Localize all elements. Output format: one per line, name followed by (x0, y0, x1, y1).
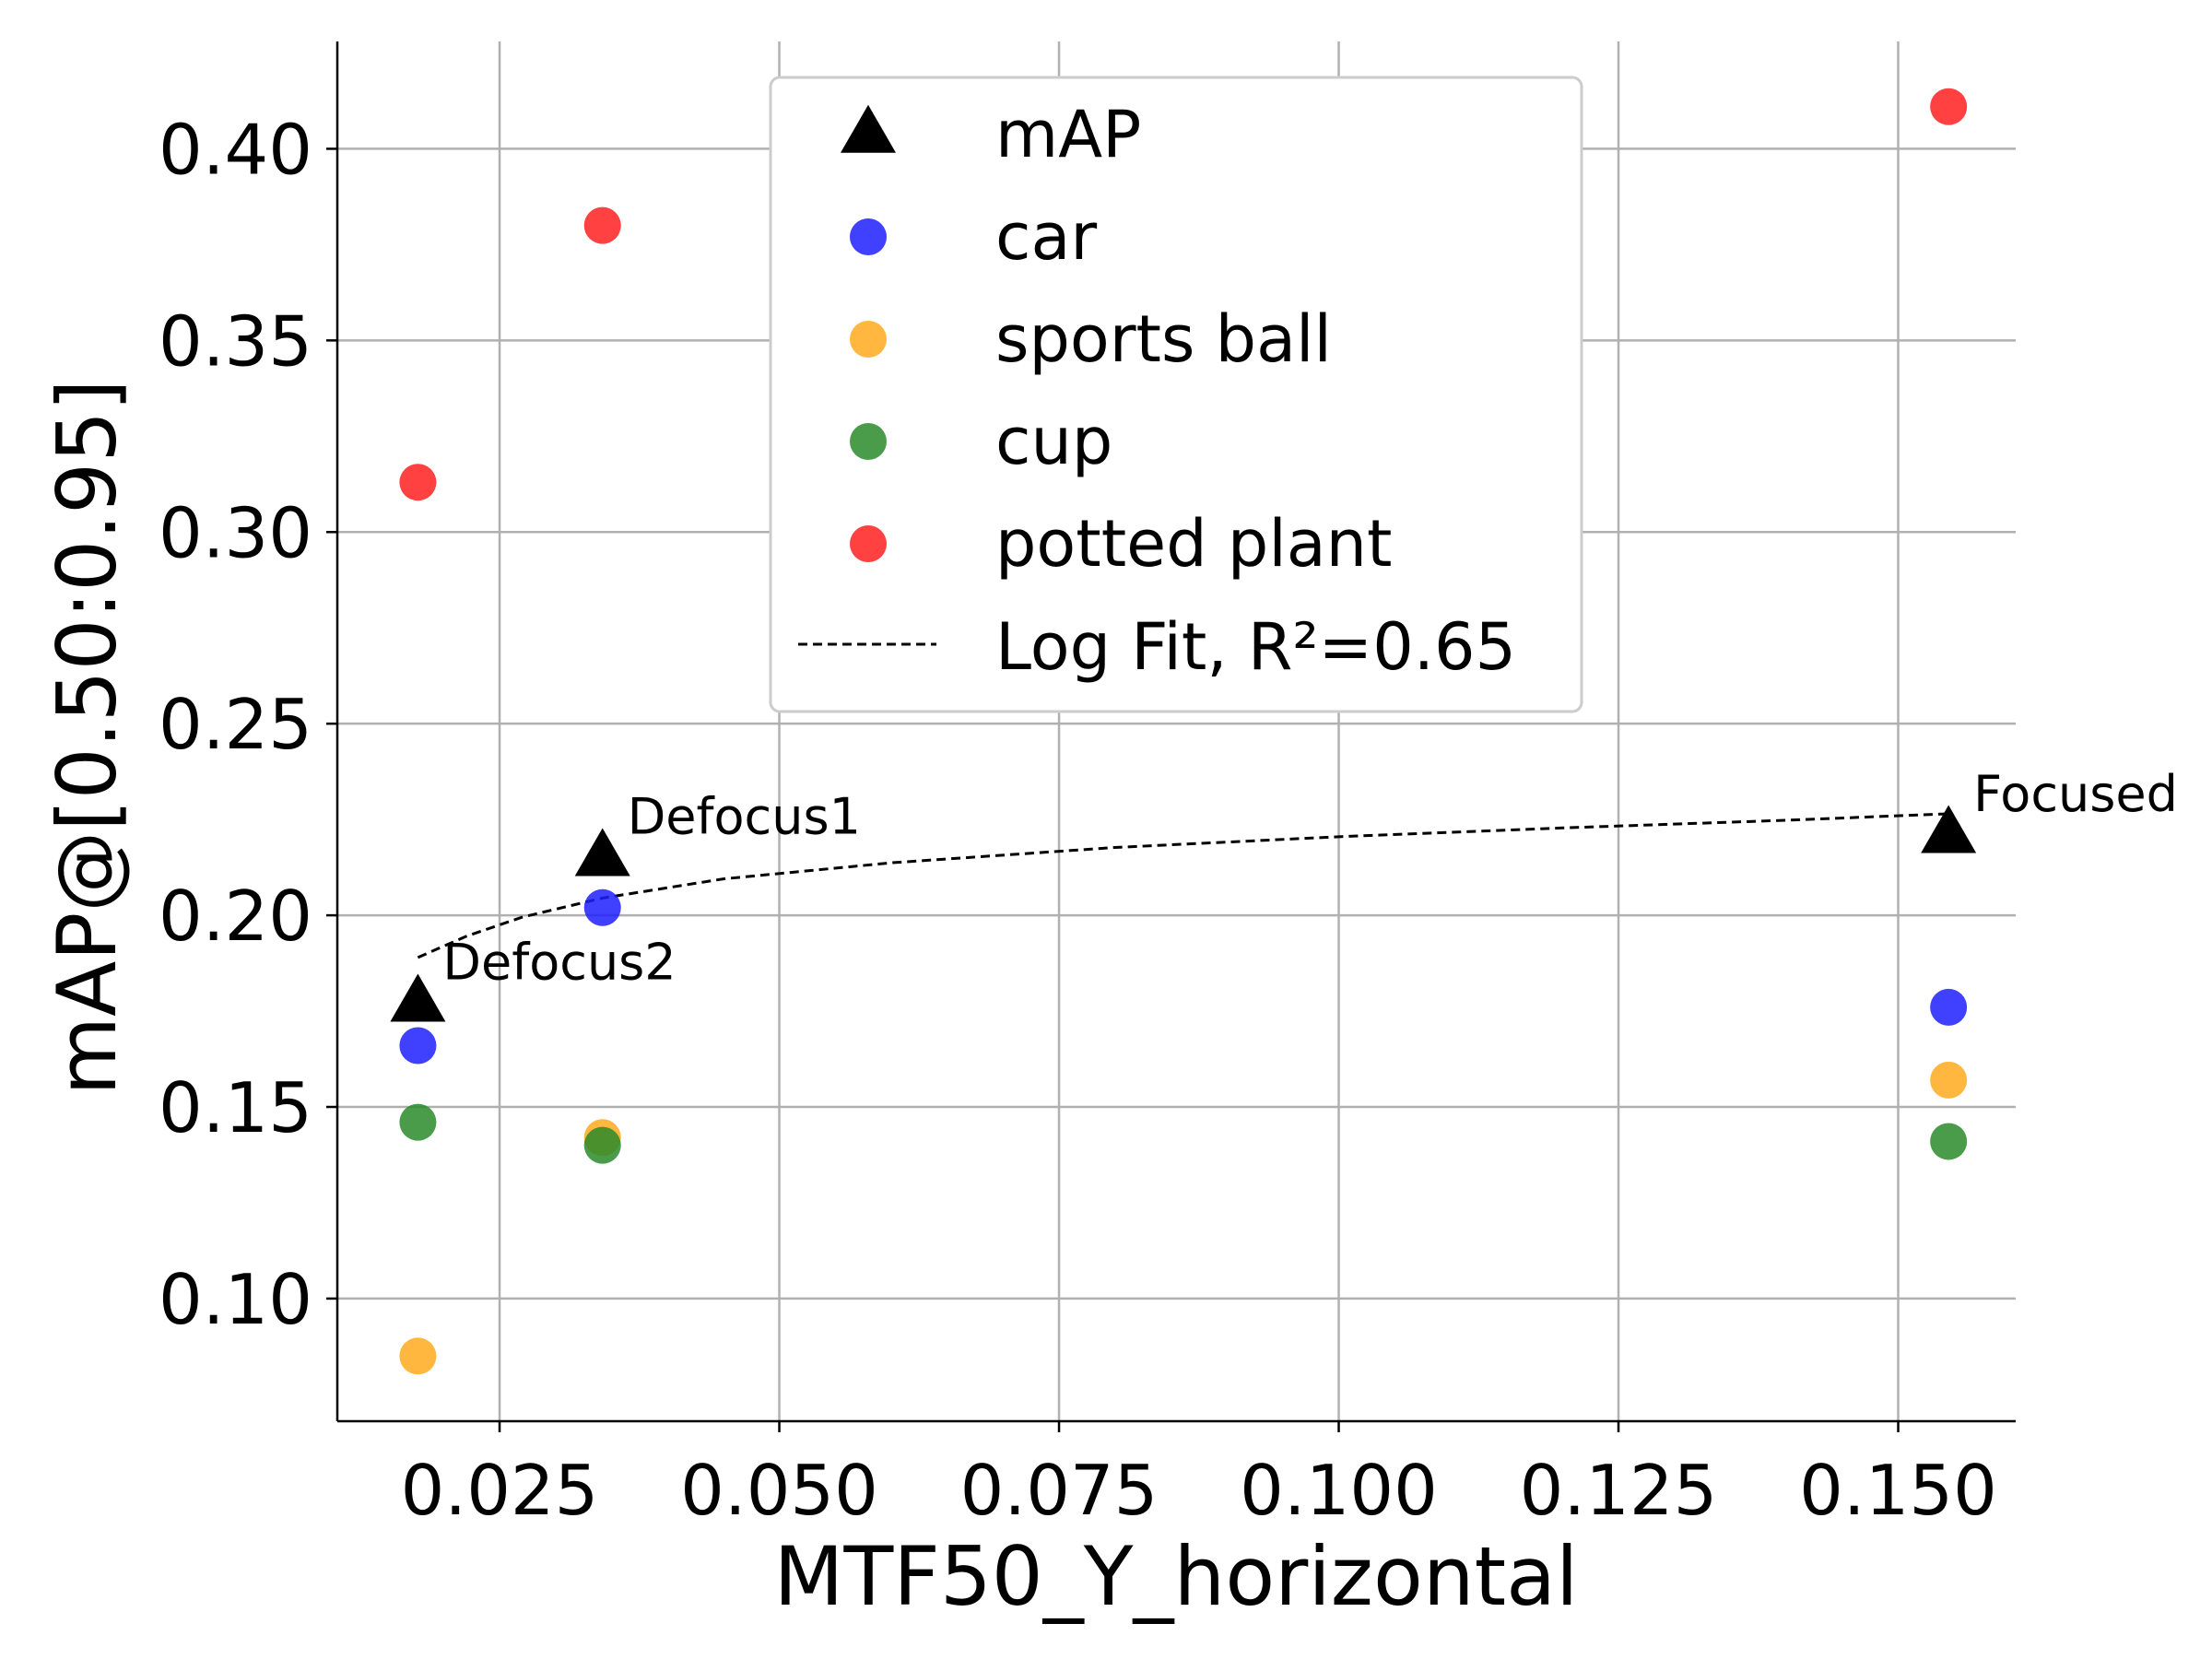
annotation-focused: Focused (1973, 765, 2178, 823)
fit-line-layer (417, 812, 1949, 959)
legend-marker-sports-ball (850, 321, 887, 358)
annotations: Defocus2 Defocus1 Focused (442, 765, 2177, 992)
y-tick-label: 0.15 (159, 1067, 312, 1148)
point-cup (583, 1126, 621, 1164)
y-tick-label: 0.20 (159, 876, 312, 957)
log-fit-line (417, 812, 1949, 959)
y-tick-label: 0.30 (159, 492, 312, 573)
point-car (583, 888, 621, 926)
point-potted-plant (399, 464, 437, 501)
legend-label-car: car (995, 199, 1097, 275)
y-tick-label: 0.25 (159, 684, 312, 765)
point-car (1930, 988, 1968, 1026)
annotation-defocus1: Defocus1 (628, 788, 861, 846)
x-tick-label: 0.025 (401, 1450, 599, 1531)
legend-marker-potted-plant (850, 525, 887, 562)
point-potted-plant (1930, 88, 1968, 125)
legend: mAP car sports ball cup potted plant Log Fit,… (769, 76, 1583, 713)
x-tick-label: 0.050 (680, 1450, 878, 1531)
point-cup (1930, 1123, 1968, 1160)
y-tick-label: 0.10 (159, 1259, 312, 1340)
legend-label-cup: cup (995, 404, 1112, 479)
legend-frame (769, 76, 1583, 713)
annotation-defocus2: Defocus2 (442, 934, 676, 992)
legend-label-potted-plant: potted plant (995, 506, 1393, 582)
y-axis-title: mAP@[0.50:0.95] (40, 379, 135, 1095)
legend-label-map: mAP (995, 97, 1141, 172)
axes (335, 41, 2016, 1423)
legend-label-log-fit: Log Fit, R²=0.65 (995, 609, 1516, 685)
x-tick-label: 0.100 (1240, 1450, 1438, 1531)
point-cup (399, 1103, 437, 1141)
legend-label-sports-ball: sports ball (995, 301, 1332, 377)
y-tick-label: 0.40 (159, 109, 312, 190)
x-tick-label: 0.075 (960, 1450, 1159, 1531)
point-sports-ball (1930, 1061, 1968, 1099)
point-potted-plant (583, 206, 621, 244)
x-axis-title: MTF50_Y_horizontal (774, 1529, 1579, 1624)
x-tick-label: 0.150 (1799, 1450, 1997, 1531)
y-tick-label: 0.35 (159, 300, 312, 382)
point-map (1921, 805, 1977, 853)
tick-labels: 0.025 0.050 0.075 0.100 0.125 0.150 0.10 0.15 0.… (159, 109, 1997, 1531)
legend-marker-cup (850, 423, 887, 460)
data-points (390, 88, 1977, 1375)
point-map (574, 828, 630, 877)
point-car (399, 1027, 437, 1065)
legend-marker-car (850, 218, 887, 255)
point-sports-ball (399, 1337, 437, 1375)
point-map (390, 973, 446, 1022)
x-tick-label: 0.125 (1520, 1450, 1718, 1531)
legend-marker-map (841, 104, 896, 153)
